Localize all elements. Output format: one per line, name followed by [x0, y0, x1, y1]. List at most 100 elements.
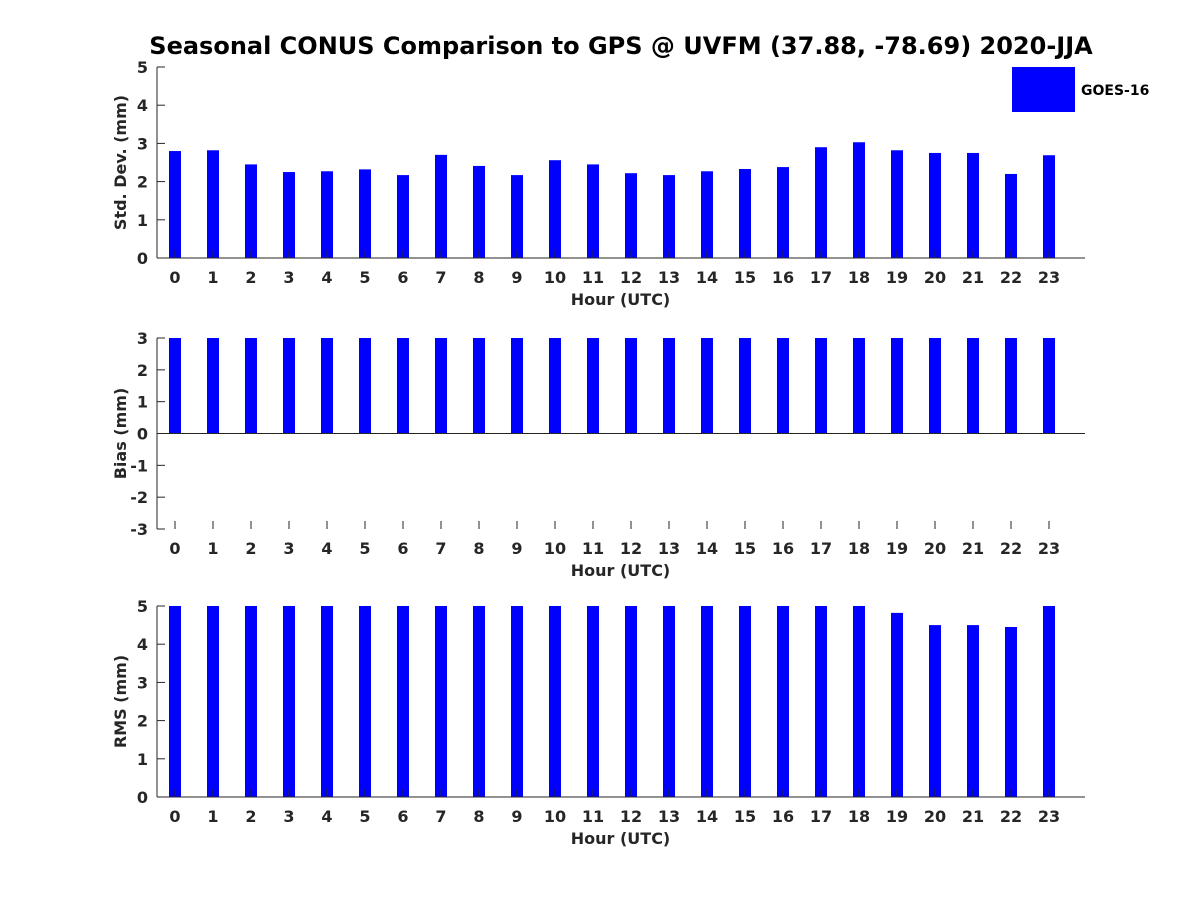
- y-tick-label-bias: -3: [130, 520, 148, 539]
- bar-bias-18: [853, 338, 865, 434]
- x-tick-label-bias: 2: [245, 539, 256, 558]
- bar-bias-14: [701, 338, 713, 434]
- x-tick-label-std-dev: 20: [924, 268, 946, 287]
- bar-rms-0: [169, 606, 181, 797]
- bar-std-dev-10: [549, 160, 561, 258]
- bar-rms-18: [853, 606, 865, 797]
- x-tick-label-bias: 23: [1038, 539, 1060, 558]
- bar-rms-7: [435, 606, 447, 797]
- x-tick-label-rms: 18: [848, 807, 870, 826]
- y-axis-label-rms: RMS (mm): [111, 655, 130, 748]
- bar-bias-23: [1043, 338, 1055, 434]
- x-tick-label-std-dev: 19: [886, 268, 908, 287]
- bar-rms-3: [283, 606, 295, 797]
- bar-bias-5: [359, 338, 371, 434]
- x-tick-label-rms: 14: [696, 807, 718, 826]
- bar-bias-6: [397, 338, 409, 434]
- x-tick-label-rms: 5: [359, 807, 370, 826]
- x-tick-label-bias: 21: [962, 539, 984, 558]
- chart-title: Seasonal CONUS Comparison to GPS @ UVFM …: [149, 32, 1093, 60]
- bar-std-dev-19: [891, 150, 903, 258]
- x-tick-label-std-dev: 5: [359, 268, 370, 287]
- y-tick-label-std-dev: 1: [137, 211, 148, 230]
- x-tick-label-rms: 12: [620, 807, 642, 826]
- x-tick-label-rms: 19: [886, 807, 908, 826]
- y-tick-label-rms: 3: [137, 673, 148, 692]
- x-tick-label-rms: 20: [924, 807, 946, 826]
- x-tick-label-bias: 18: [848, 539, 870, 558]
- bar-std-dev-6: [397, 175, 409, 258]
- bar-std-dev-2: [245, 164, 257, 258]
- x-tick-label-std-dev: 0: [169, 268, 180, 287]
- bar-bias-13: [663, 338, 675, 434]
- x-tick-label-std-dev: 6: [397, 268, 408, 287]
- x-tick-label-rms: 17: [810, 807, 832, 826]
- bar-rms-5: [359, 606, 371, 797]
- bar-bias-2: [245, 338, 257, 434]
- bar-std-dev-9: [511, 175, 523, 258]
- x-tick-label-rms: 8: [473, 807, 484, 826]
- x-tick-label-std-dev: 10: [544, 268, 566, 287]
- x-tick-label-bias: 22: [1000, 539, 1022, 558]
- x-tick-label-std-dev: 4: [321, 268, 332, 287]
- bar-bias-21: [967, 338, 979, 434]
- bar-bias-11: [587, 338, 599, 434]
- x-axis-label-bias: Hour (UTC): [571, 561, 671, 580]
- y-tick-label-std-dev: 3: [137, 134, 148, 153]
- x-tick-label-std-dev: 12: [620, 268, 642, 287]
- y-tick-label-bias: -1: [130, 456, 148, 475]
- x-tick-label-bias: 4: [321, 539, 332, 558]
- x-tick-label-bias: 1: [207, 539, 218, 558]
- bar-rms-13: [663, 606, 675, 797]
- x-tick-label-std-dev: 21: [962, 268, 984, 287]
- x-tick-label-rms: 0: [169, 807, 180, 826]
- legend: GOES-16: [1012, 67, 1149, 112]
- x-tick-label-bias: 17: [810, 539, 832, 558]
- x-tick-label-bias: 14: [696, 539, 718, 558]
- bar-rms-22: [1005, 627, 1017, 797]
- x-tick-label-bias: 10: [544, 539, 566, 558]
- x-tick-label-std-dev: 2: [245, 268, 256, 287]
- bar-rms-8: [473, 606, 485, 797]
- x-tick-label-bias: 15: [734, 539, 756, 558]
- legend-label: GOES-16: [1081, 83, 1149, 99]
- bar-bias-10: [549, 338, 561, 434]
- x-tick-label-std-dev: 3: [283, 268, 294, 287]
- x-tick-label-rms: 4: [321, 807, 332, 826]
- x-tick-label-std-dev: 14: [696, 268, 718, 287]
- x-axis-label-rms: Hour (UTC): [571, 829, 671, 848]
- bar-bias-7: [435, 338, 447, 434]
- bar-bias-20: [929, 338, 941, 434]
- bar-std-dev-8: [473, 165, 485, 258]
- bar-bias-4: [321, 338, 333, 434]
- y-tick-label-rms: 5: [137, 597, 148, 616]
- y-tick-label-bias: 3: [137, 329, 148, 348]
- x-tick-label-std-dev: 13: [658, 268, 680, 287]
- bar-rms-23: [1043, 606, 1055, 797]
- bar-bias-19: [891, 338, 903, 434]
- x-tick-label-rms: 9: [511, 807, 522, 826]
- x-tick-label-std-dev: 22: [1000, 268, 1022, 287]
- y-tick-label-bias: 2: [137, 361, 148, 380]
- x-tick-label-rms: 7: [435, 807, 446, 826]
- x-tick-label-bias: 11: [582, 539, 604, 558]
- bar-bias-12: [625, 338, 637, 434]
- bar-rms-10: [549, 606, 561, 797]
- bar-std-dev-11: [587, 164, 599, 258]
- x-tick-label-std-dev: 23: [1038, 268, 1060, 287]
- x-tick-label-rms: 16: [772, 807, 794, 826]
- x-tick-label-bias: 7: [435, 539, 446, 558]
- x-tick-label-rms: 21: [962, 807, 984, 826]
- x-tick-label-std-dev: 9: [511, 268, 522, 287]
- bar-rms-17: [815, 606, 827, 797]
- x-tick-label-std-dev: 18: [848, 268, 870, 287]
- bar-rms-2: [245, 606, 257, 797]
- x-tick-label-bias: 0: [169, 539, 180, 558]
- y-tick-label-std-dev: 5: [137, 58, 148, 77]
- y-tick-label-bias: 0: [137, 425, 148, 444]
- y-tick-label-rms: 1: [137, 750, 148, 769]
- bar-rms-6: [397, 606, 409, 797]
